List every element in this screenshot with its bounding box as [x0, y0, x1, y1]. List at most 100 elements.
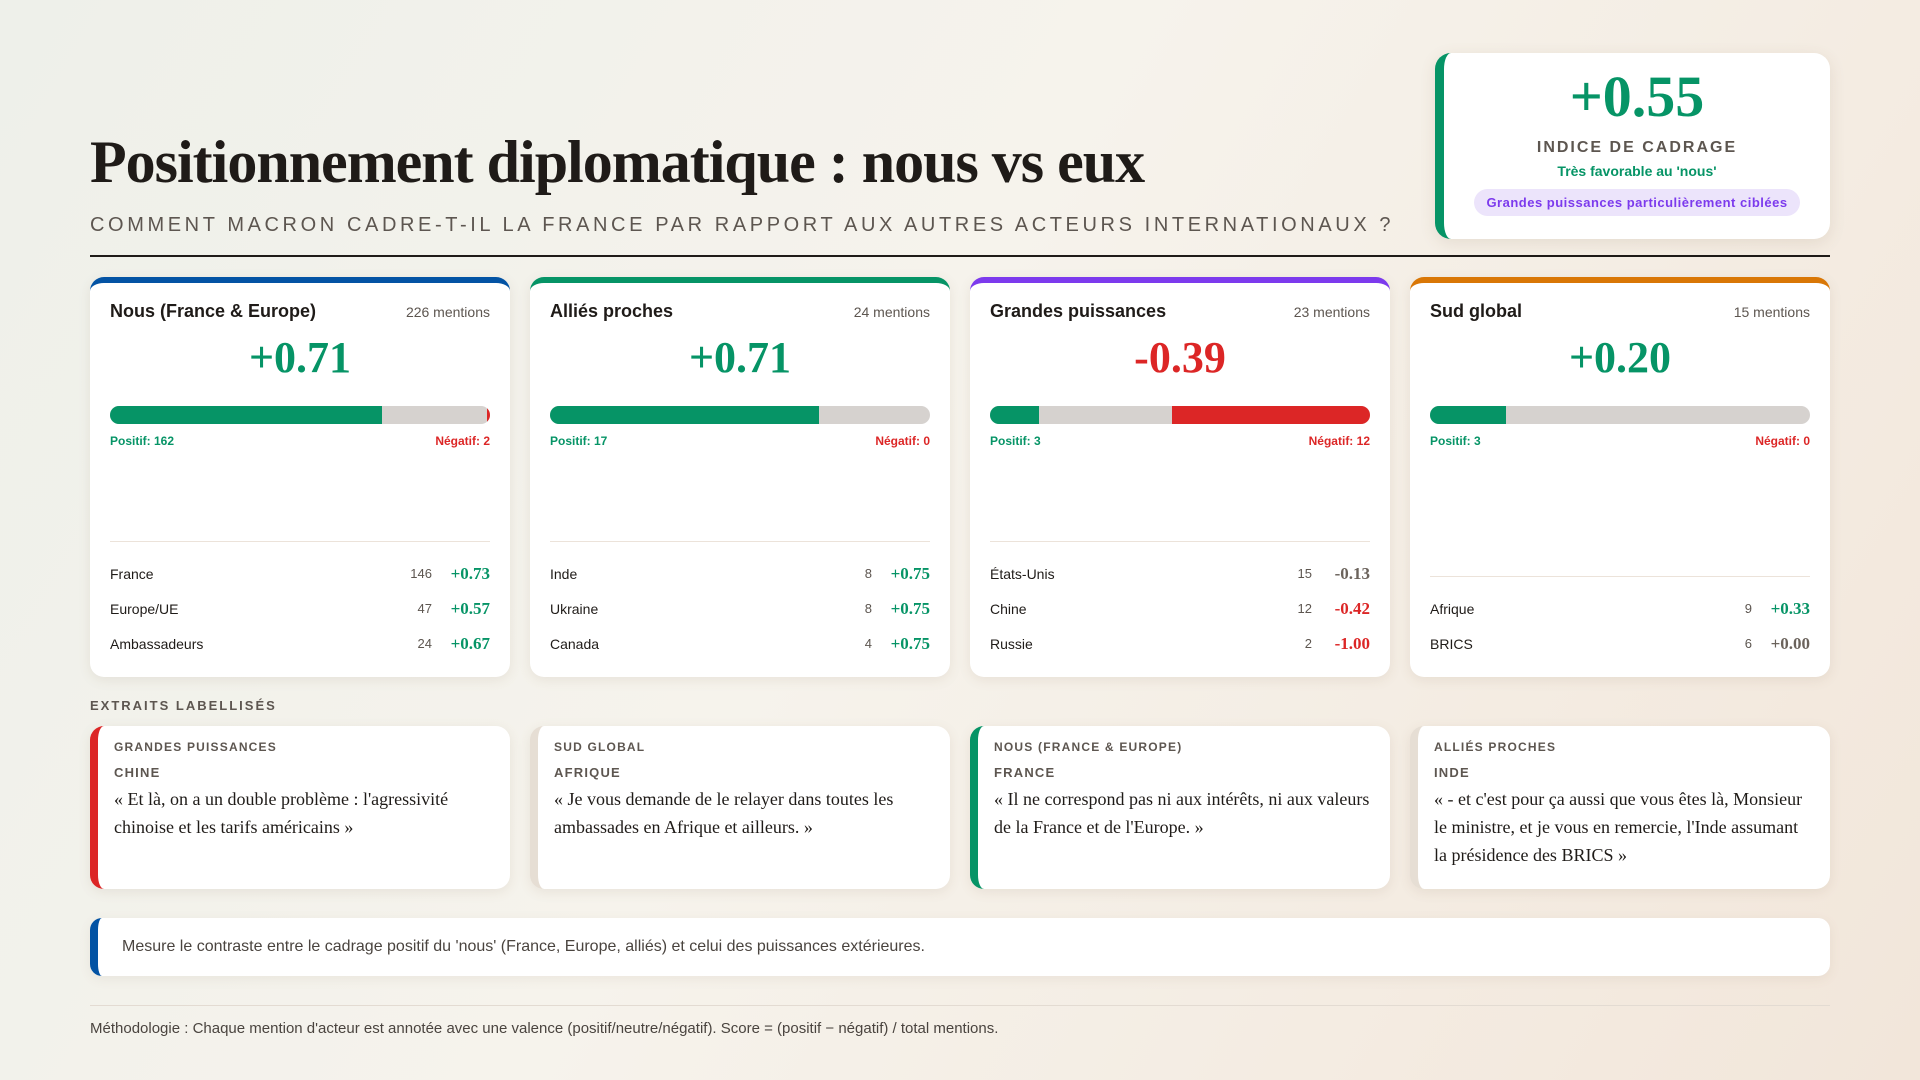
actor-row: Russie 2 -1.00	[990, 626, 1370, 661]
excerpt-text: « Et là, on a un double problème : l'agr…	[114, 789, 449, 837]
group-card: Nous (France & Europe) 226 mentions +0.7…	[90, 277, 510, 677]
actor-list: États-Unis 15 -0.13 Chine 12 -0.42 Russi…	[990, 541, 1370, 661]
actor-name: BRICS	[1430, 635, 1473, 652]
actor-name: Ambassadeurs	[110, 635, 204, 652]
positive-count: Positif: 162	[110, 434, 175, 448]
excerpt-card: SUD GLOBAL AFRIQUE « Je vous demande de …	[530, 726, 950, 889]
actor-name: Ukraine	[550, 600, 599, 617]
actor-count: 24	[417, 636, 432, 651]
excerpt-text: « Il ne correspond pas ni aux intérêts, …	[994, 789, 1370, 837]
excerpt-text: « Je vous demande de le relayer dans tou…	[554, 789, 894, 837]
actor-count: 15	[1297, 566, 1312, 581]
group-cards: Nous (France & Europe) 226 mentions +0.7…	[90, 277, 1830, 677]
valence-bar-negative	[486, 406, 490, 424]
group-mentions: 226 mentions	[405, 304, 490, 320]
negative-count: Négatif: 0	[875, 434, 930, 448]
valence-bar	[990, 406, 1370, 424]
actor-score: +0.73	[450, 563, 490, 583]
excerpt-card: GRANDES PUISSANCES CHINE « Et là, on a u…	[90, 726, 510, 889]
excerpts-section-title: EXTRAITS LABELLISÉS	[90, 698, 277, 713]
positive-count: Positif: 3	[1430, 434, 1481, 448]
actor-row: Canada 4 +0.75	[550, 626, 930, 661]
excerpt-text: « - et c'est pour ça aussi que vous êtes…	[1434, 789, 1803, 865]
positive-count: Positif: 17	[550, 434, 608, 448]
framing-index-label: INDICE DE CADRAGE	[1536, 138, 1738, 156]
group-card: Sud global 15 mentions +0.20 Positif: 3 N…	[1410, 277, 1830, 677]
actor-name: États-Unis	[990, 565, 1055, 582]
excerpt-group: SUD GLOBAL	[554, 740, 646, 754]
actor-score: -1.00	[1334, 633, 1370, 653]
actor-name: Inde	[550, 565, 578, 582]
excerpt-group: ALLIÉS PROCHES	[1434, 740, 1557, 754]
group-mentions: 15 mentions	[1733, 304, 1810, 320]
framing-index-verdict: Très favorable au 'nous'	[1557, 162, 1717, 179]
actor-name: Canada	[550, 635, 600, 652]
actor-score: +0.33	[1770, 598, 1810, 618]
actor-list: Inde 8 +0.75 Ukraine 8 +0.75 Canada 4 +0…	[550, 541, 930, 661]
actor-score: +0.75	[890, 598, 930, 618]
actor-row: Chine 12 -0.42	[990, 591, 1370, 626]
page-title: Positionnement diplomatique : nous vs eu…	[90, 129, 1145, 195]
excerpt-actor: AFRIQUE	[554, 765, 621, 780]
header-divider	[90, 255, 1830, 257]
valence-bar-positive	[990, 406, 1040, 424]
actor-name: France	[110, 565, 154, 582]
actor-list: France 146 +0.73 Europe/UE 47 +0.57 Amba…	[110, 541, 490, 661]
actor-name: Europe/UE	[110, 600, 179, 617]
methodology-footer: Méthodologie : Chaque mention d'acteur e…	[90, 1020, 999, 1037]
actor-list: Afrique 9 +0.33 BRICS 6 +0.00	[1430, 576, 1810, 661]
actor-row: Inde 8 +0.75	[550, 556, 930, 591]
info-note: Mesure le contraste entre le cadrage pos…	[90, 918, 1830, 976]
valence-bar-negative	[1171, 406, 1370, 424]
negative-count: Négatif: 2	[435, 434, 490, 448]
excerpt-actor: INDE	[1434, 765, 1470, 780]
actor-score: +0.57	[450, 598, 490, 618]
framing-index-value: +0.55	[1569, 64, 1705, 129]
valence-bar	[1430, 406, 1810, 424]
actor-count: 8	[864, 566, 872, 581]
group-name: Alliés proches	[550, 301, 674, 321]
actor-count: 9	[1744, 601, 1752, 616]
actor-row: France 146 +0.73	[110, 556, 490, 591]
target-badge: Grandes puissances particulièrement cibl…	[1474, 188, 1800, 216]
excerpt-group: GRANDES PUISSANCES	[114, 740, 277, 754]
group-card: Grandes puissances 23 mentions -0.39 Pos…	[970, 277, 1390, 677]
actor-name: Chine	[990, 600, 1027, 617]
info-note-text: Mesure le contraste entre le cadrage pos…	[122, 938, 925, 955]
excerpt-actor: CHINE	[114, 765, 161, 780]
group-mentions: 24 mentions	[853, 304, 930, 320]
footer-divider	[90, 1005, 1830, 1006]
actor-row: Afrique 9 +0.33	[1430, 591, 1810, 626]
valence-bar	[110, 406, 490, 424]
group-mentions: 23 mentions	[1293, 304, 1370, 320]
excerpt-card: NOUS (FRANCE & EUROPE) FRANCE « Il ne co…	[970, 726, 1390, 889]
actor-row: Europe/UE 47 +0.57	[110, 591, 490, 626]
group-score: +0.71	[688, 333, 792, 382]
actor-score: +0.00	[1770, 633, 1810, 653]
excerpt-group: NOUS (FRANCE & EUROPE)	[994, 740, 1183, 754]
actor-name: Russie	[990, 635, 1033, 652]
group-name: Grandes puissances	[990, 301, 1167, 321]
page-subtitle: Comment Macron cadre-t-il la France par …	[90, 214, 1395, 236]
excerpts-list: GRANDES PUISSANCES CHINE « Et là, on a u…	[90, 726, 1830, 889]
group-score: +0.71	[248, 333, 352, 382]
actor-row: Ukraine 8 +0.75	[550, 591, 930, 626]
actor-row: Ambassadeurs 24 +0.67	[110, 626, 490, 661]
valence-bar-positive	[1430, 406, 1506, 424]
negative-count: Négatif: 0	[1755, 434, 1810, 448]
actor-row: BRICS 6 +0.00	[1430, 626, 1810, 661]
actor-count: 4	[864, 636, 872, 651]
framing-index-card: +0.55 INDICE DE CADRAGE Très favorable a…	[1435, 53, 1830, 239]
group-score: -0.39	[1134, 333, 1226, 382]
valence-bar-positive	[110, 406, 383, 424]
valence-bar	[550, 406, 930, 424]
actor-count: 12	[1297, 601, 1312, 616]
positive-count: Positif: 3	[990, 434, 1041, 448]
actor-name: Afrique	[1430, 600, 1475, 617]
group-score: +0.20	[1568, 333, 1672, 382]
actor-row: États-Unis 15 -0.13	[990, 556, 1370, 591]
actor-score: -0.13	[1334, 563, 1370, 583]
actor-score: +0.75	[890, 633, 930, 653]
actor-score: +0.75	[890, 563, 930, 583]
valence-bar-positive	[550, 406, 820, 424]
